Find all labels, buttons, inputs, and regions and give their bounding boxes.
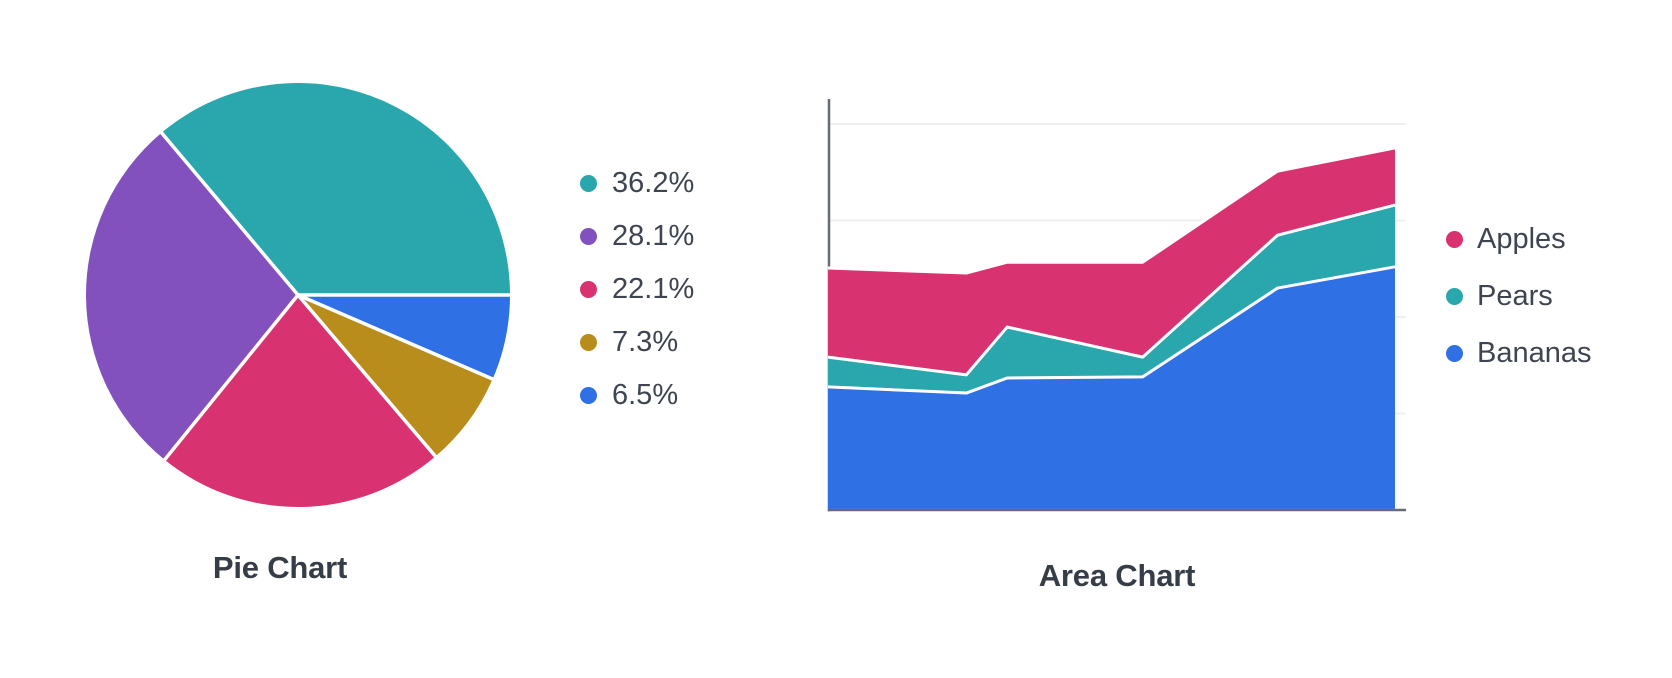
pie-slice-separator: [159, 131, 300, 297]
legend-item: Bananas: [1446, 325, 1592, 382]
legend-label: Apples: [1477, 223, 1566, 255]
legend-dot-icon: [580, 281, 597, 298]
legend-dot-icon: [580, 228, 597, 245]
legend-dot-icon: [580, 334, 597, 351]
pie-legend: 36.2% 28.1% 22.1% 7.3% 6.5%: [580, 157, 694, 422]
area-series-bananas: [828, 266, 1395, 509]
legend-label: Pears: [1477, 280, 1553, 312]
legend-item: 22.1%: [580, 263, 694, 316]
legend-label: Bananas: [1477, 337, 1592, 369]
legend-item: 6.5%: [580, 369, 694, 422]
pie-slice-7.3%: [298, 295, 493, 457]
legend-item: 7.3%: [580, 316, 694, 369]
legend-item: 28.1%: [580, 210, 694, 263]
legend-dot-icon: [1446, 288, 1463, 305]
pie-slice-separator: [296, 293, 438, 458]
legend-item: Pears: [1446, 268, 1592, 325]
area-chart-title: Area Chart: [1038, 558, 1196, 593]
legend-label: 7.3%: [612, 326, 679, 358]
legend-dot-icon: [1446, 231, 1463, 248]
pie-slice-separator: [297, 293, 494, 381]
pie-slice-22.1%: [164, 295, 436, 507]
area-series-separator-pears: [827, 203, 1396, 377]
area-series-separator-apples: [827, 146, 1396, 275]
area-legend: Apples Pears Bananas: [1446, 211, 1592, 382]
legend-label: 6.5%: [612, 379, 679, 411]
legend-dot-icon: [580, 387, 597, 404]
legend-label: 28.1%: [612, 220, 695, 252]
pie-slice-separator: [162, 293, 300, 462]
legend-dot-icon: [580, 175, 597, 192]
legend-item: 36.2%: [580, 157, 694, 210]
legend-item: Apples: [1446, 211, 1592, 268]
pie-chart-title: Pie Chart: [212, 550, 348, 585]
pie-slice-36.2%: [161, 82, 510, 295]
area-series-separator-bananas: [827, 265, 1396, 395]
legend-label: 22.1%: [612, 273, 695, 305]
legend-label: 36.2%: [612, 167, 695, 199]
legend-dot-icon: [1446, 345, 1463, 362]
pie-slice-28.1%: [86, 132, 299, 460]
